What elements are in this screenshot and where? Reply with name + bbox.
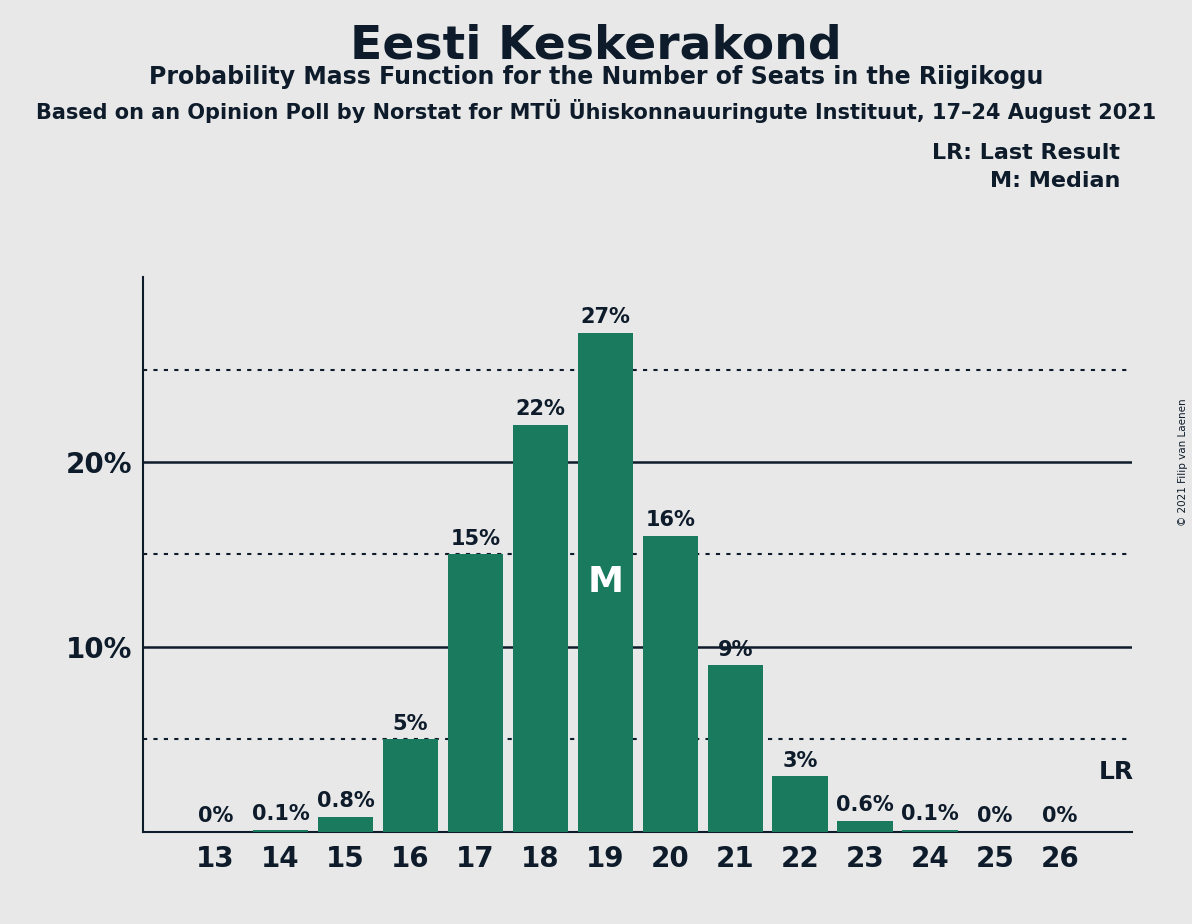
Bar	[902, 830, 957, 832]
Bar	[383, 739, 437, 832]
Text: 5%: 5%	[392, 713, 428, 734]
Text: LR: Last Result: LR: Last Result	[932, 143, 1120, 164]
Bar	[318, 817, 373, 832]
Text: Based on an Opinion Poll by Norstat for MTÜ Ühiskonnauuringute Instituut, 17–24 : Based on an Opinion Poll by Norstat for …	[36, 99, 1156, 123]
Bar	[708, 665, 763, 832]
Text: 0.8%: 0.8%	[317, 791, 374, 811]
Bar	[513, 425, 567, 832]
Text: 0%: 0%	[1042, 806, 1078, 826]
Text: LR: LR	[1099, 760, 1134, 784]
Bar	[642, 536, 697, 832]
Bar	[838, 821, 893, 832]
Bar	[253, 830, 309, 832]
Text: Probability Mass Function for the Number of Seats in the Riigikogu: Probability Mass Function for the Number…	[149, 65, 1043, 89]
Bar	[578, 333, 633, 832]
Text: 22%: 22%	[515, 399, 565, 419]
Text: M: Median: M: Median	[991, 171, 1120, 191]
Text: 16%: 16%	[645, 510, 695, 530]
Text: 27%: 27%	[581, 307, 631, 327]
Text: © 2021 Filip van Laenen: © 2021 Filip van Laenen	[1179, 398, 1188, 526]
Text: 3%: 3%	[782, 750, 818, 771]
Text: 0%: 0%	[977, 806, 1012, 826]
Text: M: M	[588, 565, 623, 599]
Text: Eesti Keskerakond: Eesti Keskerakond	[350, 23, 842, 68]
Text: 0.1%: 0.1%	[252, 804, 310, 824]
Bar	[448, 554, 503, 832]
Text: 9%: 9%	[718, 639, 753, 660]
Bar	[772, 776, 827, 832]
Text: 0%: 0%	[198, 806, 234, 826]
Text: 15%: 15%	[451, 529, 501, 549]
Text: 0.1%: 0.1%	[901, 804, 958, 824]
Text: 0.6%: 0.6%	[836, 795, 894, 815]
